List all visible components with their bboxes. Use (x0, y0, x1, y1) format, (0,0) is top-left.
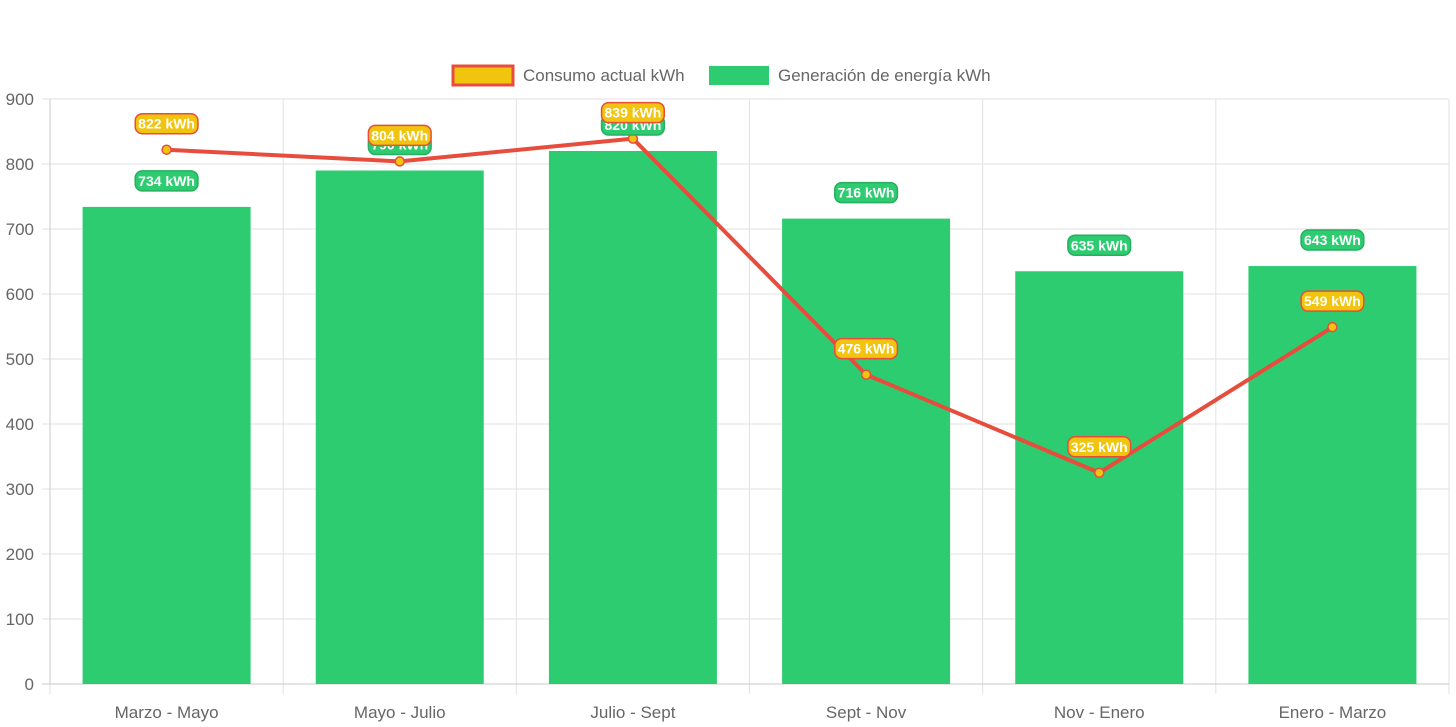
y-tick-label: 900 (6, 90, 34, 109)
line-data-label-text: 839 kWh (605, 105, 662, 121)
line-data-label-bg (1067, 436, 1132, 458)
x-axis: Marzo - Mayo Mayo - Julio Julio - Sept Sept… (42, 683, 1449, 722)
bar[interactable] (315, 170, 484, 685)
bar-data-label-text: 716 kWh (838, 185, 895, 201)
line-data-label-bg (600, 101, 666, 124)
legend-item-consumo[interactable]: Consumo actual kWh (451, 64, 685, 87)
bar-data-label: 643 kWh (1300, 229, 1365, 251)
y-tick-label: 300 (6, 480, 34, 499)
y-tick-label: 200 (6, 545, 34, 564)
y-tick-label: 100 (6, 610, 34, 629)
legend[interactable]: Consumo actual kWh Generación de energía… (451, 64, 991, 87)
x-tick-label: Sept - Nov (826, 703, 907, 722)
legend-swatch-generacion (709, 66, 769, 85)
bar[interactable] (782, 218, 951, 684)
legend-label-consumo: Consumo actual kWh (523, 66, 685, 85)
line-data-label-text: 804 kWh (371, 127, 428, 143)
line-point[interactable] (394, 156, 405, 167)
bar-data-label: 716 kWh (833, 181, 899, 204)
line-data-label-bg (1300, 290, 1365, 312)
bar[interactable] (1248, 266, 1417, 684)
line-data-label: 822 kWh (134, 112, 199, 135)
line-data-label: 839 kWh (600, 101, 666, 124)
line-data-label: 549 kWh (1300, 290, 1365, 312)
bar-data-label-bg (134, 170, 199, 192)
line-data-label-text: 476 kWh (838, 341, 895, 357)
line-data-label: 476 kWh (833, 337, 899, 360)
bar-data-label-text: 635 kWh (1071, 237, 1128, 253)
x-tick-label: Nov - Enero (1054, 703, 1145, 722)
y-tick-label: 400 (6, 415, 34, 434)
line-point[interactable] (1327, 321, 1338, 333)
line-path (166, 136, 1334, 475)
line-data-label-bg (367, 124, 432, 147)
legend-item-generacion[interactable]: Generación de energía kWh (709, 66, 991, 85)
bar-data-label-bg (1067, 234, 1132, 256)
bar[interactable] (548, 151, 717, 684)
legend-swatch-consumo (451, 64, 515, 87)
y-tick-label: 700 (6, 220, 34, 239)
bar-data-label-text: 643 kWh (1304, 232, 1361, 248)
line-data-label: 804 kWh (367, 124, 432, 147)
bar-data-label-text: 734 kWh (138, 173, 195, 189)
line-data-label-bg (833, 337, 899, 360)
grid (42, 98, 1450, 694)
y-tick-label: 800 (6, 155, 34, 174)
line-data-label-text: 822 kWh (138, 116, 195, 132)
x-tick-label: Julio - Sept (590, 703, 675, 722)
x-tick-label: Enero - Marzo (1279, 703, 1387, 722)
bar-data-label: 635 kWh (1067, 234, 1132, 256)
line-series (161, 133, 1338, 478)
y-tick-label: 0 (25, 675, 34, 694)
bar-series (82, 151, 1417, 685)
bar-data-label-bg (833, 181, 899, 204)
bar-data-label: 734 kWh (134, 170, 199, 192)
y-axis: 0 100 200 300 400 500 600 700 800 900 (6, 90, 51, 694)
legend-label-generacion: Generación de energía kWh (778, 66, 991, 85)
line-point[interactable] (860, 369, 872, 380)
y-tick-label: 600 (6, 285, 34, 304)
line-data-label-bg (134, 112, 199, 135)
line-data-label: 325 kWh (1067, 436, 1132, 458)
y-tick-label: 500 (6, 350, 34, 369)
x-tick-label: Marzo - Mayo (115, 703, 219, 722)
line-point[interactable] (1094, 467, 1105, 478)
line-data-label-text: 549 kWh (1304, 293, 1361, 309)
line-data-label-text: 325 kWh (1071, 439, 1128, 455)
x-tick-label: Mayo - Julio (354, 703, 446, 722)
bar[interactable] (82, 206, 251, 684)
bar-data-label-bg (1300, 229, 1365, 251)
line-point[interactable] (161, 144, 172, 155)
